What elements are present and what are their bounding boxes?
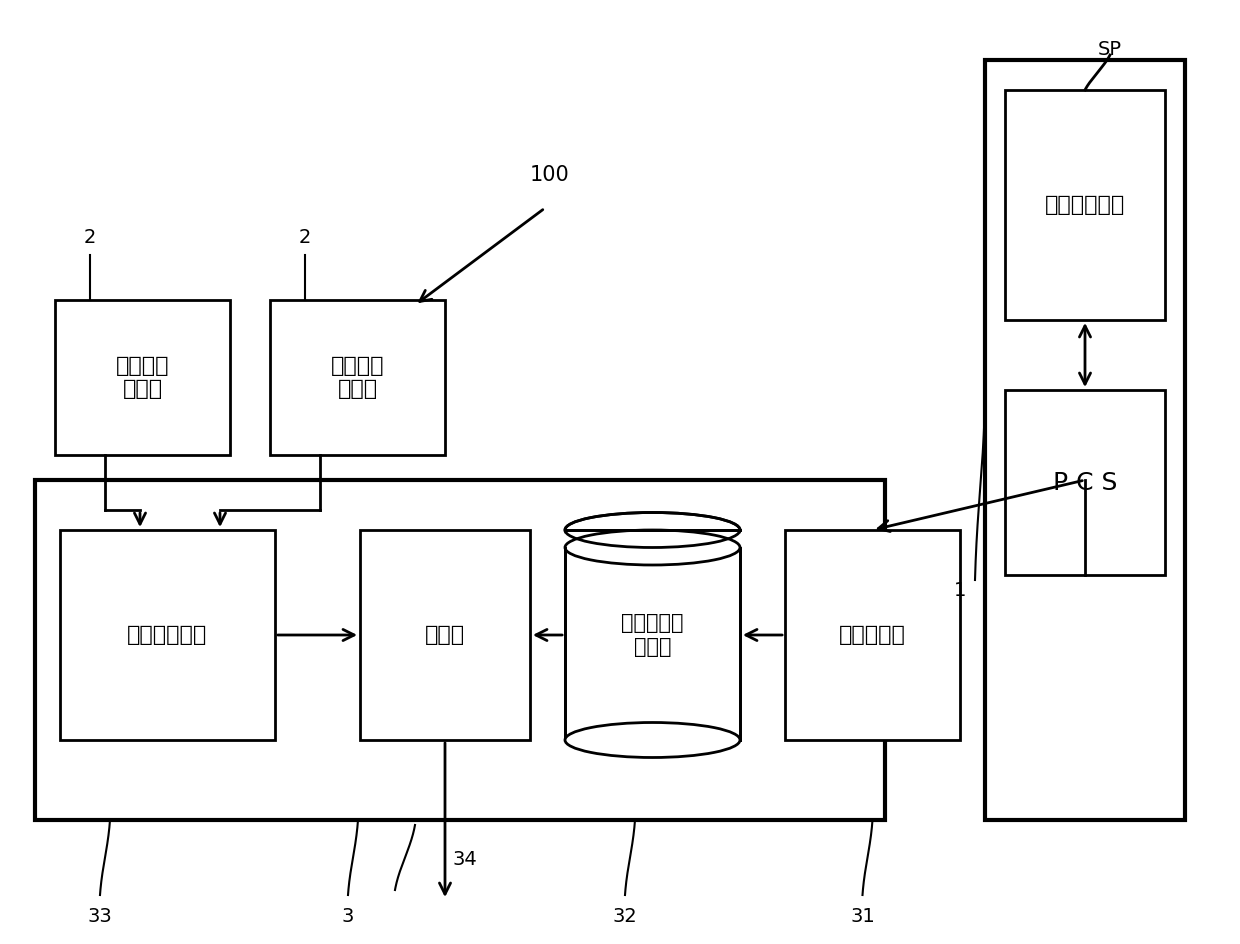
Ellipse shape [565,722,740,757]
Bar [985,60,1185,820]
Text: P C S: P C S [1053,470,1117,495]
Text: SP: SP [1097,40,1122,59]
Bar [565,530,740,740]
Text: 32: 32 [613,907,637,926]
Bar [1004,390,1166,575]
Text: 2: 2 [84,228,97,247]
Bar [270,300,445,455]
Ellipse shape [565,530,740,565]
Text: 100: 100 [531,165,570,185]
Text: 第一照度
传感器: 第一照度 传感器 [115,356,169,399]
Text: 第二照度
传感器: 第二照度 传感器 [331,356,384,399]
Text: 输出取得部: 输出取得部 [839,625,906,645]
Ellipse shape [565,513,740,548]
Text: 一致度算出部: 一致度算出部 [128,625,207,645]
Bar [1004,90,1166,320]
Text: 34: 34 [453,850,477,869]
Bar [60,530,275,740]
Text: 太阳能电池板: 太阳能电池板 [1045,195,1125,215]
Bar [785,530,960,740]
Text: 3: 3 [342,907,355,926]
Text: 测量值临时
存储部: 测量值临时 存储部 [621,614,683,657]
Text: 判断部: 判断部 [425,625,465,645]
Text: 31: 31 [851,907,875,926]
Text: 33: 33 [88,907,113,926]
Text: 2: 2 [299,228,311,247]
Text: 1: 1 [954,581,966,599]
Bar [360,530,529,740]
Bar [55,300,229,455]
Bar [35,480,885,820]
